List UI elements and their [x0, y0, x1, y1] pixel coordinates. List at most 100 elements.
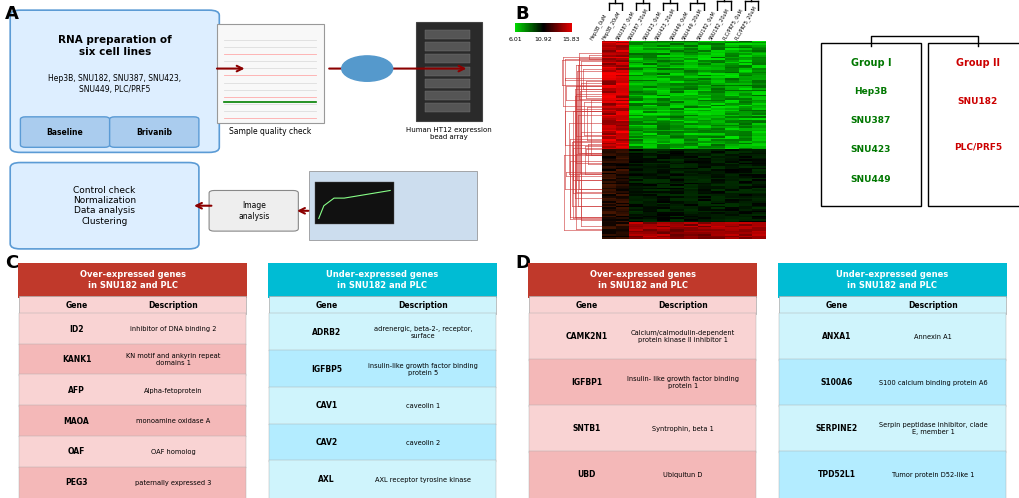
- FancyBboxPatch shape: [779, 405, 1006, 453]
- Text: CAMK2N1: CAMK2N1: [565, 332, 607, 341]
- Text: SNU423_20uM: SNU423_20uM: [653, 7, 676, 41]
- FancyBboxPatch shape: [19, 296, 247, 315]
- Text: Alpha-fetoprotein: Alpha-fetoprotein: [144, 387, 202, 393]
- Text: SNU182_20uM: SNU182_20uM: [707, 7, 731, 41]
- Text: RNA preparation of
six cell lines: RNA preparation of six cell lines: [58, 35, 171, 56]
- FancyBboxPatch shape: [19, 467, 247, 498]
- Text: C: C: [5, 254, 18, 272]
- Text: Group II: Group II: [955, 58, 999, 69]
- FancyBboxPatch shape: [528, 405, 756, 453]
- FancyBboxPatch shape: [269, 296, 496, 315]
- FancyBboxPatch shape: [268, 263, 497, 297]
- FancyBboxPatch shape: [269, 423, 496, 462]
- Text: SNU449: SNU449: [850, 175, 891, 184]
- Text: SNTB1: SNTB1: [572, 424, 600, 433]
- Text: Description: Description: [397, 300, 447, 310]
- Text: ANXA1: ANXA1: [821, 332, 850, 341]
- FancyBboxPatch shape: [425, 103, 470, 112]
- Text: Over-expressed genes
in SNU182 and PLC: Over-expressed genes in SNU182 and PLC: [79, 270, 185, 290]
- Text: Gene: Gene: [824, 300, 847, 310]
- Text: SNU449_0uM: SNU449_0uM: [668, 9, 690, 41]
- Text: Syntrophin, beta 1: Syntrophin, beta 1: [651, 426, 713, 432]
- Text: Human HT12 expression
bead array: Human HT12 expression bead array: [406, 127, 491, 140]
- Text: B: B: [515, 5, 528, 23]
- Text: KANK1: KANK1: [62, 355, 91, 365]
- FancyBboxPatch shape: [779, 359, 1006, 406]
- Text: SNU387_0uM: SNU387_0uM: [613, 9, 635, 41]
- Text: S100 calcium binding protein A6: S100 calcium binding protein A6: [877, 380, 986, 386]
- FancyBboxPatch shape: [19, 313, 247, 345]
- FancyBboxPatch shape: [19, 344, 247, 376]
- Text: Insulin- like growth factor binding
protein 1: Insulin- like growth factor binding prot…: [627, 376, 739, 389]
- Text: Calcium/calmodulin-dependent
protein kinase II inhibitor 1: Calcium/calmodulin-dependent protein kin…: [630, 330, 735, 343]
- FancyBboxPatch shape: [779, 296, 1006, 315]
- FancyBboxPatch shape: [19, 405, 247, 437]
- Text: Sample quality check: Sample quality check: [229, 127, 311, 136]
- FancyBboxPatch shape: [10, 162, 199, 249]
- Text: IGFBP1: IGFBP1: [571, 378, 601, 387]
- Text: SNU423_0uM: SNU423_0uM: [641, 9, 662, 41]
- Text: UBD: UBD: [577, 471, 595, 480]
- FancyBboxPatch shape: [269, 460, 496, 498]
- Text: Under-expressed genes
in SNU182 and PLC: Under-expressed genes in SNU182 and PLC: [836, 270, 948, 290]
- FancyBboxPatch shape: [425, 42, 470, 51]
- FancyBboxPatch shape: [528, 313, 756, 361]
- FancyBboxPatch shape: [425, 54, 470, 63]
- FancyBboxPatch shape: [820, 43, 920, 206]
- FancyBboxPatch shape: [18, 263, 248, 297]
- Text: Description: Description: [907, 300, 957, 310]
- Text: monoamine oxidase A: monoamine oxidase A: [136, 418, 210, 424]
- FancyBboxPatch shape: [779, 451, 1006, 498]
- FancyBboxPatch shape: [425, 67, 470, 76]
- Text: 15.83: 15.83: [561, 37, 580, 42]
- Text: Hep3B, SNU182, SNU387, SNU423,
SNU449, PLC/PRF5: Hep3B, SNU182, SNU387, SNU423, SNU449, P…: [48, 74, 181, 94]
- FancyBboxPatch shape: [269, 350, 496, 388]
- Text: A: A: [5, 5, 19, 23]
- Text: Under-expressed genes
in SNU182 and PLC: Under-expressed genes in SNU182 and PLC: [326, 270, 438, 290]
- Text: Description: Description: [657, 300, 707, 310]
- Text: caveolin 1: caveolin 1: [406, 403, 439, 409]
- Text: 10.92: 10.92: [534, 37, 552, 42]
- Text: MAOA: MAOA: [63, 417, 90, 426]
- Text: Serpin peptidase inhibitor, clade
E, member 1: Serpin peptidase inhibitor, clade E, mem…: [877, 422, 986, 435]
- Text: Hep3B_0uM: Hep3B_0uM: [588, 12, 608, 41]
- Text: TPD52L1: TPD52L1: [816, 471, 855, 480]
- Text: paternally expressed 3: paternally expressed 3: [135, 480, 211, 486]
- Text: Gene: Gene: [315, 300, 337, 310]
- Circle shape: [341, 56, 392, 81]
- Text: SERPINE2: SERPINE2: [814, 424, 857, 433]
- Text: PLC/PRF5_20uM: PLC/PRF5_20uM: [733, 4, 757, 41]
- Text: Over-expressed genes
in SNU182 and PLC: Over-expressed genes in SNU182 and PLC: [589, 270, 695, 290]
- FancyBboxPatch shape: [308, 171, 477, 240]
- Text: Description: Description: [148, 300, 198, 310]
- Text: AXL receptor tyrosine kinase: AXL receptor tyrosine kinase: [375, 477, 471, 483]
- Text: inhibitor of DNA binding 2: inhibitor of DNA binding 2: [129, 326, 216, 332]
- FancyBboxPatch shape: [315, 182, 393, 224]
- Text: Image
analysis: Image analysis: [238, 201, 269, 221]
- FancyBboxPatch shape: [10, 10, 219, 152]
- Text: Group I: Group I: [850, 58, 891, 69]
- FancyBboxPatch shape: [19, 436, 247, 468]
- FancyBboxPatch shape: [528, 451, 756, 498]
- Text: PLC/PRF5_0uM: PLC/PRF5_0uM: [721, 7, 744, 41]
- FancyBboxPatch shape: [19, 374, 247, 406]
- Text: CAV2: CAV2: [315, 438, 337, 447]
- Text: SNU423: SNU423: [850, 145, 891, 154]
- Text: Gene: Gene: [575, 300, 597, 310]
- Text: insulin-like growth factor binding
protein 5: insulin-like growth factor binding prote…: [368, 363, 477, 375]
- Text: SNU387_20uM: SNU387_20uM: [626, 7, 649, 41]
- Text: CAV1: CAV1: [315, 401, 337, 410]
- Text: IGFBP5: IGFBP5: [311, 365, 341, 374]
- Text: PLC/PRF5: PLC/PRF5: [953, 143, 1001, 152]
- Text: ADRB2: ADRB2: [312, 328, 340, 337]
- FancyBboxPatch shape: [425, 30, 470, 39]
- FancyBboxPatch shape: [779, 313, 1006, 361]
- Text: adrenergic, beta-2-, receptor,
surface: adrenergic, beta-2-, receptor, surface: [373, 326, 472, 339]
- FancyBboxPatch shape: [425, 91, 470, 100]
- Text: Control check
Normalization
Data analysis
Clustering: Control check Normalization Data analysi…: [73, 186, 136, 226]
- Text: Annexin A1: Annexin A1: [913, 334, 951, 340]
- Text: AXL: AXL: [318, 475, 334, 484]
- FancyBboxPatch shape: [20, 117, 110, 147]
- Text: OAF: OAF: [67, 447, 86, 457]
- FancyBboxPatch shape: [777, 263, 1007, 297]
